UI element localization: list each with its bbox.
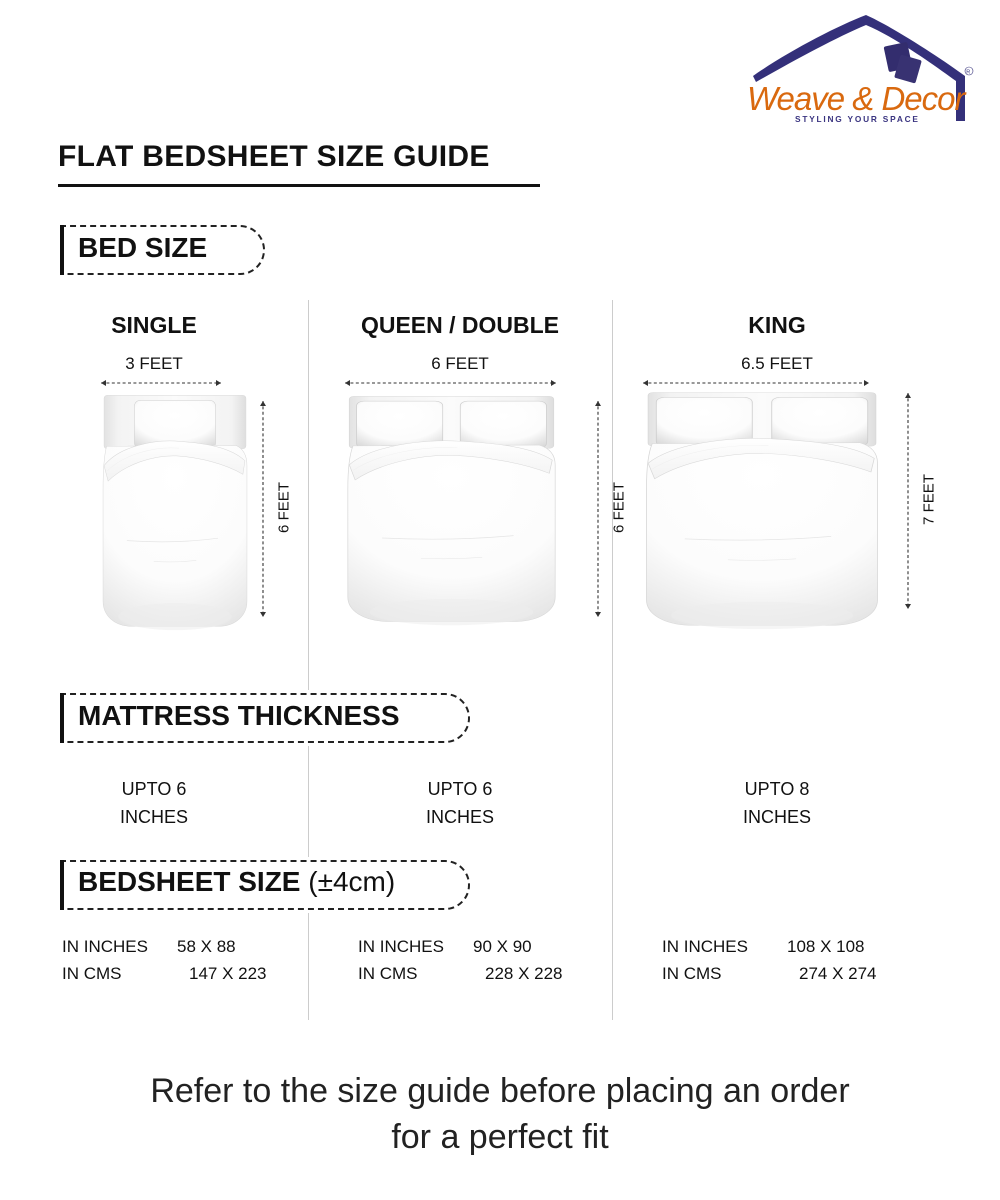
svg-text:STYLING YOUR SPACE: STYLING YOUR SPACE (795, 114, 920, 124)
svg-text:R: R (966, 69, 970, 75)
svg-text:Weave & Decor: Weave & Decor (747, 80, 967, 117)
